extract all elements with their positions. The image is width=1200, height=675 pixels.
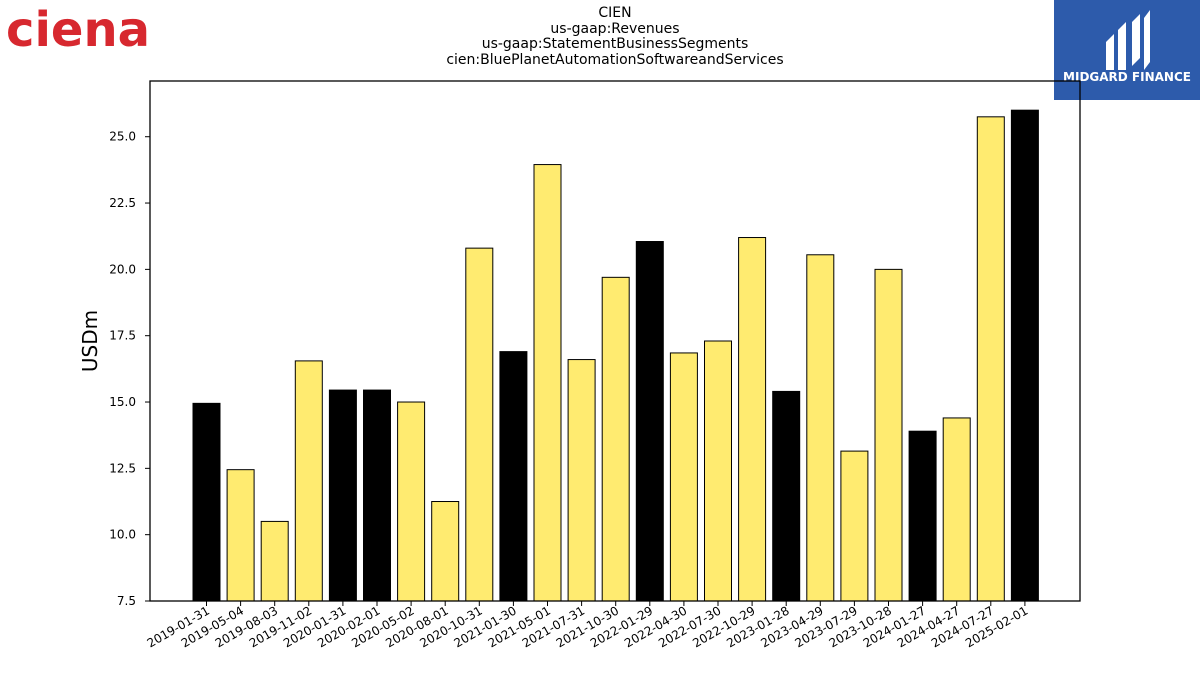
- y-tick-label: 15.0: [109, 395, 136, 409]
- bar-2023-01-28: [772, 390, 801, 602]
- y-tick-label: 7.5: [117, 594, 136, 608]
- plot-frame: [149, 80, 1081, 602]
- y-tick-label: 12.5: [109, 461, 136, 475]
- bar-2020-01-31: [328, 389, 357, 602]
- bar-2024-07-27: [976, 116, 1005, 602]
- y-axis-label: USDm: [78, 310, 102, 372]
- bar-2024-01-27: [908, 430, 937, 602]
- bar-2021-10-30: [601, 276, 630, 602]
- bar-2021-07-31: [567, 359, 596, 602]
- bar-2022-10-29: [738, 237, 767, 602]
- bar-2019-11-02: [294, 360, 323, 602]
- midgard-emblem-icon: [1106, 10, 1150, 70]
- title-line-ticker: CIEN: [598, 5, 632, 21]
- midgard-finance-logo: MIDGARD FINANCE: [1054, 0, 1200, 100]
- bar-2024-04-27: [942, 417, 971, 602]
- y-tick-label: 22.5: [109, 196, 136, 210]
- y-tick-label: 17.5: [109, 329, 136, 343]
- bar-2020-10-31: [465, 247, 494, 602]
- chart-title: CIEN us-gaap:Revenues us-gaap:StatementB…: [150, 5, 1080, 68]
- bar-2022-07-30: [704, 340, 732, 602]
- y-tick-label: 20.0: [109, 262, 136, 276]
- midgard-logo-text: MIDGARD FINANCE: [1063, 70, 1191, 84]
- bar-2022-01-29: [635, 241, 664, 602]
- bar-2023-10-28: [874, 268, 903, 602]
- y-tick-label: 25.0: [109, 130, 136, 144]
- bar-2020-02-01: [363, 389, 391, 602]
- bar-2023-04-29: [806, 254, 835, 602]
- bar-2020-05-02: [397, 401, 426, 602]
- bar-2019-05-04: [226, 469, 255, 602]
- title-line-member: cien:BluePlanetAutomationSoftwareandServ…: [446, 51, 784, 68]
- ciena-logo-text: ciena: [6, 2, 150, 54]
- bar-2025-02-01: [1010, 109, 1039, 602]
- bar-2020-08-01: [431, 501, 460, 602]
- title-line-concept: us-gaap:Revenues: [550, 20, 680, 37]
- bar-2021-05-01: [533, 164, 562, 602]
- bar-2019-01-31: [192, 402, 221, 602]
- bar-2023-07-29: [840, 450, 869, 602]
- bar-2022-04-30: [669, 352, 698, 602]
- bar-2019-08-03: [260, 520, 289, 602]
- ciena-logo: ciena: [4, 2, 154, 58]
- bar-2021-01-30: [499, 351, 528, 602]
- y-tick-label: 10.0: [109, 528, 136, 542]
- title-line-axis: us-gaap:StatementBusinessSegments: [481, 36, 749, 53]
